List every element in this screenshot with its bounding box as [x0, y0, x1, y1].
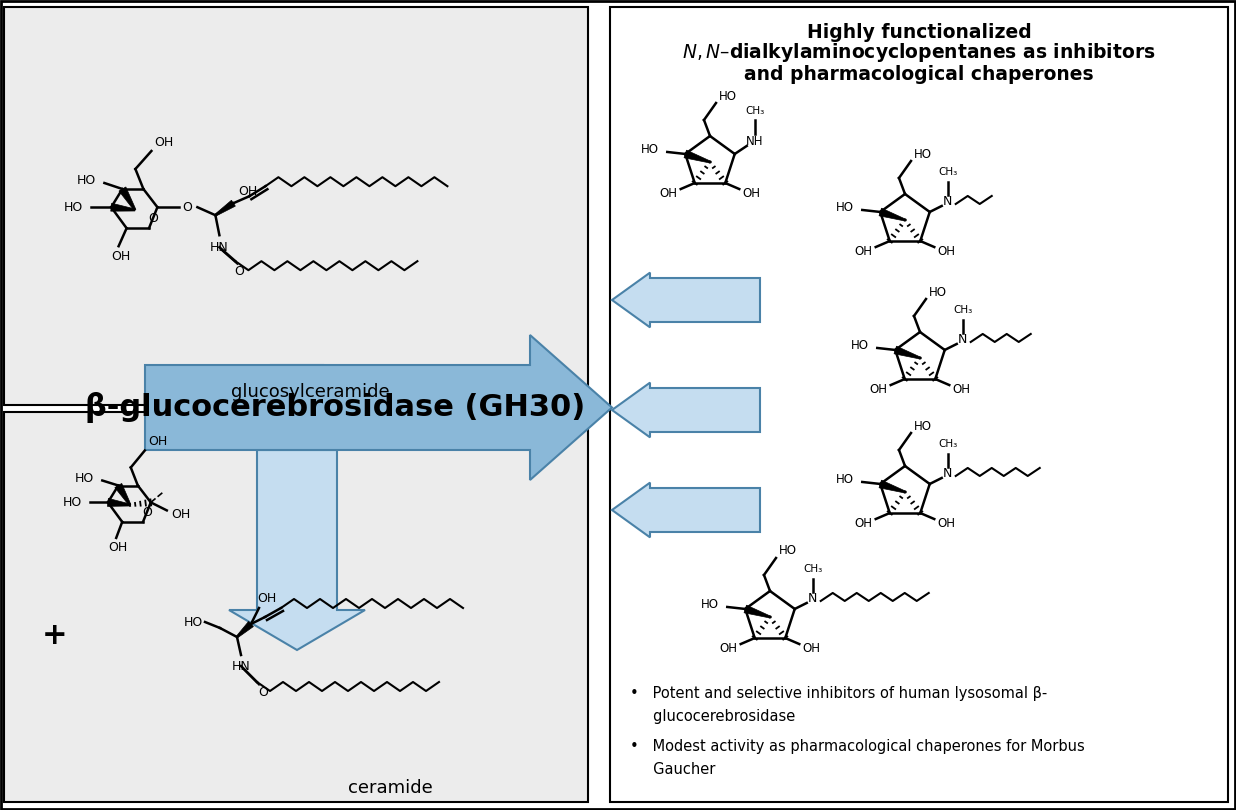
- Text: OH: OH: [802, 642, 821, 654]
- Text: N: N: [808, 592, 817, 605]
- Bar: [611, 7, 1229, 802]
- Polygon shape: [119, 187, 136, 211]
- Bar: [4, 412, 588, 802]
- Bar: [4, 7, 588, 405]
- Polygon shape: [612, 483, 760, 537]
- Text: +: +: [42, 620, 68, 650]
- Polygon shape: [684, 150, 711, 163]
- Polygon shape: [111, 203, 135, 211]
- Text: HO: HO: [837, 474, 854, 487]
- Text: ceramide: ceramide: [347, 779, 433, 797]
- Polygon shape: [612, 382, 760, 437]
- Text: CH₃: CH₃: [938, 167, 958, 177]
- Text: OH: OH: [855, 517, 873, 530]
- Text: O: O: [148, 212, 158, 225]
- Text: O: O: [142, 506, 152, 519]
- Text: OH: OH: [937, 245, 955, 258]
- Text: OH: OH: [719, 642, 738, 654]
- Polygon shape: [271, 365, 323, 405]
- Text: CH₃: CH₃: [803, 564, 822, 574]
- Text: glucosylceramide: glucosylceramide: [231, 383, 389, 401]
- Text: HO: HO: [929, 285, 947, 299]
- Text: N: N: [943, 467, 953, 480]
- Text: NH: NH: [747, 135, 764, 148]
- Text: HO: HO: [701, 599, 719, 612]
- Text: HO: HO: [183, 616, 203, 629]
- Polygon shape: [215, 200, 235, 216]
- Text: CH₃: CH₃: [938, 439, 958, 449]
- Polygon shape: [744, 605, 770, 618]
- Text: OH: OH: [153, 137, 173, 150]
- Text: HN: HN: [210, 241, 229, 254]
- Text: HN: HN: [231, 659, 251, 672]
- Text: N: N: [958, 334, 968, 347]
- Text: OH: OH: [855, 245, 873, 258]
- Text: OH: OH: [937, 517, 955, 530]
- Polygon shape: [229, 450, 365, 650]
- Text: HO: HO: [837, 202, 854, 215]
- Text: Highly functionalized: Highly functionalized: [807, 23, 1031, 41]
- Text: HO: HO: [641, 143, 659, 156]
- Polygon shape: [612, 273, 760, 327]
- Polygon shape: [879, 480, 905, 493]
- Text: HO: HO: [719, 89, 737, 103]
- Text: CH₃: CH₃: [953, 305, 973, 315]
- Text: β-glucocerebrosidase (GH30): β-glucocerebrosidase (GH30): [85, 392, 585, 423]
- Text: HO: HO: [913, 147, 932, 160]
- Text: N: N: [943, 195, 953, 208]
- Text: •   Potent and selective inhibitors of human lysosomal β-
     glucocerebrosidas: • Potent and selective inhibitors of hum…: [630, 686, 1047, 723]
- Text: OH: OH: [171, 508, 190, 521]
- Polygon shape: [108, 498, 130, 506]
- Text: HO: HO: [62, 496, 82, 509]
- Text: OH: OH: [237, 185, 257, 198]
- Polygon shape: [879, 208, 905, 221]
- Polygon shape: [236, 621, 253, 637]
- Text: HO: HO: [779, 544, 797, 557]
- Text: O: O: [258, 685, 268, 698]
- Text: OH: OH: [870, 382, 887, 395]
- Text: •   Modest activity as pharmacological chaperones for Morbus
     Gaucher: • Modest activity as pharmacological cha…: [630, 740, 1085, 777]
- Text: OH: OH: [148, 435, 167, 448]
- Text: O: O: [235, 265, 245, 278]
- Text: CH₃: CH₃: [745, 106, 764, 116]
- Text: OH: OH: [952, 382, 970, 395]
- Text: $\mathit{N,N}$–dialkylaminocyclopentanes as inhibitors: $\mathit{N,N}$–dialkylaminocyclopentanes…: [682, 41, 1156, 65]
- Text: OH: OH: [743, 186, 760, 199]
- Text: HO: HO: [63, 201, 83, 214]
- Text: OH: OH: [111, 249, 130, 262]
- Text: and pharmacological chaperones: and pharmacological chaperones: [744, 65, 1094, 83]
- Text: OH: OH: [660, 186, 677, 199]
- Text: O: O: [183, 201, 193, 214]
- Text: HO: HO: [74, 472, 94, 485]
- Polygon shape: [894, 346, 921, 359]
- Text: HO: HO: [77, 174, 96, 187]
- Text: OH: OH: [109, 541, 127, 554]
- Polygon shape: [145, 335, 612, 480]
- Text: HO: HO: [852, 339, 869, 352]
- Text: OH: OH: [257, 591, 277, 604]
- Polygon shape: [115, 484, 131, 505]
- Text: HO: HO: [913, 420, 932, 433]
